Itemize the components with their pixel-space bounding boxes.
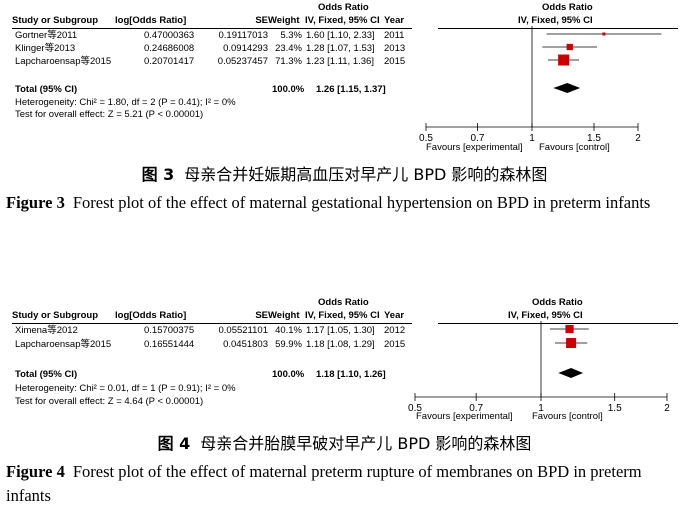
caption-label: 图 3 xyxy=(141,165,175,184)
col-se: SE xyxy=(255,15,268,26)
total-ci: 1.26 [1.15, 1.37] xyxy=(316,84,386,95)
pooled-diamond xyxy=(553,83,581,93)
study-se: 0.19117013 xyxy=(218,30,269,41)
study-marker xyxy=(566,338,577,348)
caption-text: Forest plot of the effect of maternal ge… xyxy=(72,193,651,212)
study-ci: 1.23 [1.11, 1.36] xyxy=(306,56,374,67)
study-log-or: 0.20701417 xyxy=(144,56,195,67)
study-weight: 59.9% xyxy=(275,339,302,350)
study-year: 2012 xyxy=(384,325,406,336)
total-ci: 1.18 [1.10, 1.26] xyxy=(316,369,386,380)
x-tick-label: 1.5 xyxy=(587,133,601,144)
study-log-or: 0.15700375 xyxy=(144,325,195,336)
col-iv-fixed-plot: IV, Fixed, 95% CI xyxy=(518,15,593,26)
caption-text: Forest plot of the effect of maternal pr… xyxy=(6,462,642,505)
figure-3-caption-zh: 图 3 母亲合并妊娠期高血压对早产儿 BPD 影响的森林图 xyxy=(0,161,689,185)
heterogeneity: Heterogeneity: Chi² = 0.01, df = 1 (P = … xyxy=(15,383,236,394)
header-rule-left xyxy=(12,28,412,29)
x-tick-label: 2 xyxy=(664,403,670,414)
odds-ratio-header-left: Odds Ratio xyxy=(318,2,369,13)
figure-4-caption-en: Figure 4 Forest plot of the effect of mat… xyxy=(6,460,681,508)
study-name: Klinger等2013 xyxy=(15,43,76,54)
study-se: 0.0451803 xyxy=(223,339,268,350)
overall-effect: Test for overall effect: Z = 5.21 (P < 0… xyxy=(15,109,204,120)
study-ci: 1.28 [1.07, 1.53] xyxy=(306,43,375,54)
study-name: Gortner等2011 xyxy=(15,30,78,41)
col-study: Study or Subgroup xyxy=(12,310,99,321)
study-weight: 71.3% xyxy=(275,56,302,67)
total-label: Total (95% CI) xyxy=(15,84,78,95)
col-weight: Weight xyxy=(268,310,300,321)
forest-plot-4: 0.5 0.7 1 1.5 2 xyxy=(408,321,670,414)
x-tick-label: 0.5 xyxy=(408,403,422,414)
study-marker xyxy=(602,32,606,36)
odds-ratio-header-right: Odds Ratio xyxy=(542,2,593,13)
figure-3-caption-en: Figure 3 Forest plot of the effect of mat… xyxy=(6,191,681,215)
header-rule-right xyxy=(438,28,678,29)
x-tick-label: 0.5 xyxy=(419,133,433,144)
favours-control: Favours [control] xyxy=(539,142,610,153)
study-marker xyxy=(565,324,574,334)
study-weight: 40.1% xyxy=(275,325,302,336)
x-tick-label: 0.7 xyxy=(471,133,485,144)
study-ci: 1.18 [1.08, 1.29] xyxy=(306,339,375,350)
favours-experimental: Favours [experimental] xyxy=(416,411,513,422)
col-iv-fixed: IV, Fixed, 95% CI xyxy=(305,15,380,26)
total-weight: 100.0% xyxy=(272,84,305,95)
study-marker xyxy=(566,43,573,51)
study-name: Ximena等2012 xyxy=(15,325,78,336)
study-ci: 1.60 [1.10, 2.33] xyxy=(306,30,375,41)
odds-ratio-header-left: Odds Ratio xyxy=(318,297,369,308)
header-rule-left xyxy=(12,323,412,324)
study-year: 2015 xyxy=(384,339,406,350)
favours-control: Favours [control] xyxy=(532,411,603,422)
study-se: 0.0914293 xyxy=(223,43,268,54)
caption-label: Figure 3 xyxy=(6,193,65,212)
study-weight: 5.3% xyxy=(280,30,302,41)
favours-experimental: Favours [experimental] xyxy=(426,142,523,153)
study-ci: 1.17 [1.05, 1.30] xyxy=(306,325,375,336)
study-log-or: 0.24686008 xyxy=(144,43,195,54)
study-year: 2013 xyxy=(384,43,406,54)
col-log-or: log[Odds Ratio] xyxy=(115,310,187,321)
figure-4-caption-zh: 图 4 母亲合并胎膜早破对早产儿 BPD 影响的森林图 xyxy=(0,430,689,454)
x-tick-label: 1 xyxy=(538,403,544,414)
study-se: 0.05521101 xyxy=(218,325,269,336)
col-iv-fixed: IV, Fixed, 95% CI xyxy=(305,310,380,321)
col-log-or: log[Odds Ratio] xyxy=(115,15,187,26)
col-se: SE xyxy=(255,310,268,321)
x-tick-label: 2 xyxy=(635,133,641,144)
study-marker xyxy=(558,54,570,66)
col-year: Year xyxy=(384,15,405,26)
col-iv-fixed-plot: IV, Fixed, 95% CI xyxy=(508,310,583,321)
caption-text: 母亲合并妊娠期高血压对早产儿 BPD 影响的森林图 xyxy=(184,165,548,184)
pooled-diamond xyxy=(558,368,584,378)
col-study: Study or Subgroup xyxy=(12,15,99,26)
x-tick-label: 0.7 xyxy=(469,403,483,414)
header-rule-right xyxy=(438,323,678,324)
x-tick-label: 1 xyxy=(529,133,535,144)
caption-text: 母亲合并胎膜早破对早产儿 BPD 影响的森林图 xyxy=(200,434,532,453)
overall-effect: Test for overall effect: Z = 4.64 (P < 0… xyxy=(15,396,204,407)
study-log-or: 0.16551444 xyxy=(144,339,195,350)
total-weight: 100.0% xyxy=(272,369,305,380)
caption-label: Figure 4 xyxy=(6,462,65,481)
study-year: 2011 xyxy=(384,30,405,41)
study-name: Lapcharoensap等2015 xyxy=(15,339,112,350)
study-name: Lapcharoensap等2015 xyxy=(15,56,112,67)
study-log-or: 0.47000363 xyxy=(144,30,195,41)
heterogeneity: Heterogeneity: Chi² = 1.80, df = 2 (P = … xyxy=(15,97,236,108)
col-weight: Weight xyxy=(268,15,300,26)
study-weight: 23.4% xyxy=(275,43,302,54)
x-tick-label: 1.5 xyxy=(608,403,622,414)
study-year: 2015 xyxy=(384,56,406,67)
odds-ratio-header-right: Odds Ratio xyxy=(532,297,583,308)
study-se: 0.05237457 xyxy=(217,56,268,67)
total-label: Total (95% CI) xyxy=(15,369,78,380)
caption-label: 图 4 xyxy=(157,434,191,453)
forest-plot-3: 0.5 0.7 1 1.5 2 xyxy=(419,26,662,144)
col-year: Year xyxy=(384,310,405,321)
